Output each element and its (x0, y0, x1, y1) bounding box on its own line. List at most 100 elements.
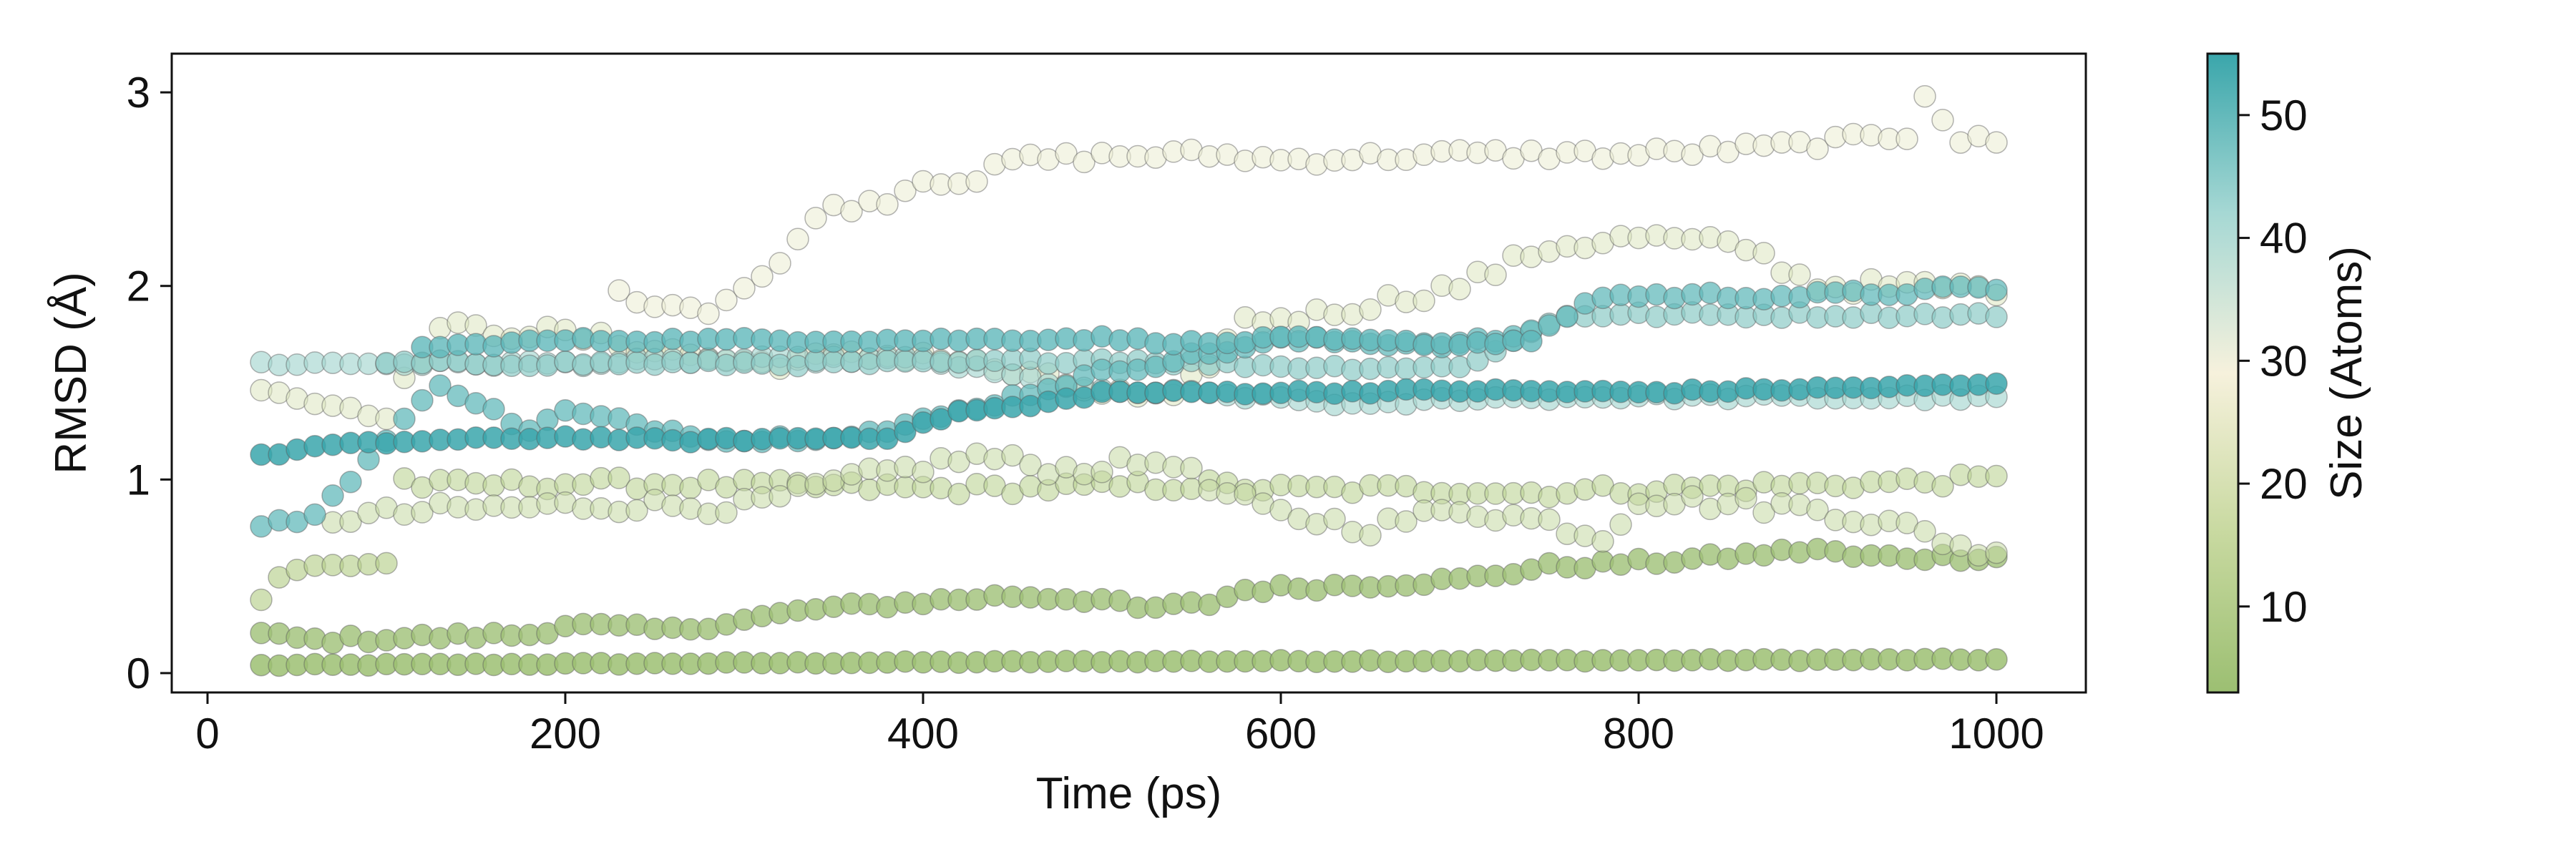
data-point (1520, 139, 1543, 162)
data-point (608, 279, 630, 302)
data-point (1269, 499, 1292, 521)
data-point (1985, 278, 2008, 302)
data-point (482, 398, 505, 421)
x-tick-label: 200 (530, 710, 601, 758)
colorbar-tick-label: 40 (2260, 215, 2308, 263)
colorbar (2206, 52, 2240, 694)
data-point (339, 510, 362, 533)
data-point (1717, 140, 1740, 164)
data-point (1788, 263, 1811, 286)
data-point (1735, 486, 1757, 510)
data-point (1359, 524, 1382, 547)
data-point (733, 277, 756, 300)
data-point (769, 484, 791, 508)
data-point (1484, 139, 1507, 162)
series-size-42 (375, 301, 2008, 381)
colorbar-label: Size (Atoms) (2322, 246, 2371, 500)
x-tick-label: 400 (887, 710, 959, 758)
y-axis: 0 1 2 3 (127, 69, 172, 697)
data-point (1681, 143, 1704, 166)
data-point (894, 420, 917, 444)
series-size-52 (411, 325, 1543, 359)
series-size-55 (250, 372, 2008, 466)
data-point (1538, 508, 1561, 532)
series-size-12 (250, 552, 398, 612)
data-point (375, 552, 398, 575)
colorbar-tick-label: 20 (2260, 460, 2308, 508)
x-tick-label: 800 (1603, 710, 1674, 758)
data-point (965, 170, 988, 193)
x-tick-label: 600 (1245, 710, 1317, 758)
data-point (1752, 242, 1775, 265)
data-point (1055, 142, 1078, 165)
data-point (1985, 305, 2008, 328)
data-point (947, 450, 970, 474)
data-point (1448, 278, 1471, 300)
data-point (769, 252, 791, 275)
colorbar-tick-label: 10 (2260, 583, 2308, 631)
data-point (912, 460, 935, 484)
data-point (1931, 109, 1954, 132)
data-point (1359, 298, 1382, 321)
data-point (303, 503, 326, 526)
data-point (1413, 289, 1435, 313)
data-point (1985, 464, 2008, 488)
data-point (894, 179, 917, 202)
data-point (1591, 529, 1614, 553)
data-point (411, 388, 434, 412)
y-axis-label: RMSD (Å) (47, 272, 96, 474)
y-tick-label: 1 (127, 456, 150, 504)
y-tick-label: 3 (127, 69, 150, 117)
data-point (1913, 84, 1936, 108)
data-point (1806, 137, 1829, 160)
series-size-3 (250, 647, 2008, 677)
data-point (715, 288, 738, 312)
data-point (1538, 314, 1561, 337)
data-points (250, 84, 2008, 677)
data-point (751, 265, 774, 288)
data-point (411, 501, 434, 524)
y-tick-label: 0 (127, 650, 150, 697)
colorbar-ticks: 10 20 30 40 50 (2238, 92, 2308, 631)
data-point (1985, 648, 2008, 671)
data-point (393, 407, 416, 431)
colorbar-tick-label: 30 (2260, 337, 2308, 385)
plot-frame (170, 52, 2087, 694)
x-tick-label: 1000 (1948, 710, 2044, 758)
data-point (1752, 501, 1775, 524)
data-point (1985, 131, 2008, 154)
data-point (1985, 541, 2008, 564)
data-point (1913, 520, 1936, 543)
y-tick-label: 2 (127, 263, 150, 310)
data-point (1484, 263, 1507, 287)
series-size-30 (608, 84, 2008, 325)
data-point (608, 466, 630, 489)
series-size-5 (250, 537, 2008, 655)
data-point (1019, 454, 1042, 476)
data-point (840, 200, 863, 222)
data-point (1717, 230, 1740, 253)
data-point (393, 467, 416, 490)
data-point (1609, 513, 1632, 537)
data-point (625, 499, 648, 522)
data-point (1520, 330, 1543, 353)
data-point (876, 192, 899, 216)
data-point (1001, 444, 1024, 467)
data-point (1073, 150, 1096, 174)
data-point (1198, 593, 1221, 617)
x-axis: 0 200 400 600 800 1000 (195, 692, 2044, 758)
data-point (1556, 305, 1579, 328)
data-point (1180, 456, 1203, 480)
x-tick-label: 0 (195, 710, 219, 758)
data-point (930, 408, 952, 431)
data-point (697, 302, 720, 325)
series-size-16 (321, 442, 2008, 567)
data-point (715, 501, 738, 524)
data-point (321, 484, 344, 507)
colorbar-tick-label: 50 (2260, 92, 2308, 139)
data-point (983, 474, 1006, 497)
data-point (1395, 510, 1418, 533)
data-point (804, 207, 827, 230)
